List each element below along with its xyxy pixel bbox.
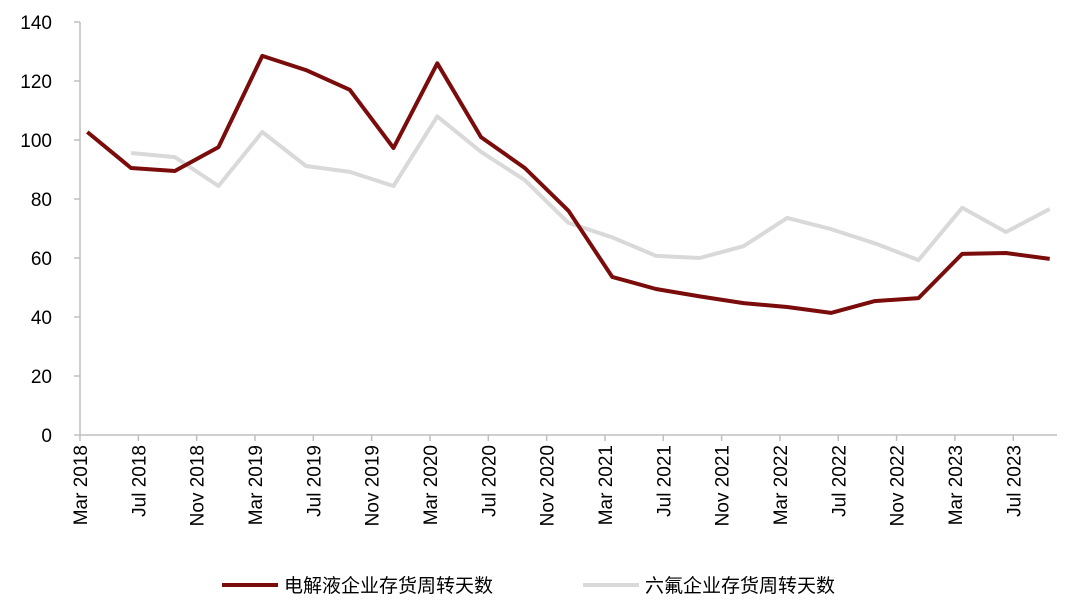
x-tick-label: Nov 2018 (188, 445, 209, 526)
y-tick-label: 60 (31, 249, 52, 270)
legend-label: 电解液企业存货周转天数 (284, 575, 493, 597)
x-tick-label: Nov 2021 (713, 445, 734, 526)
x-tick-label: Nov 2022 (888, 445, 909, 526)
x-tick-label: Nov 2019 (363, 445, 384, 526)
x-tick-label: Mar 2018 (71, 445, 92, 525)
x-tick-label: Nov 2020 (538, 445, 559, 526)
y-tick-label: 100 (20, 131, 52, 152)
legend-label: 六氟企业存货周转天数 (645, 575, 835, 597)
x-tick-label: Mar 2021 (596, 445, 617, 525)
x-tick-label: Jul 2021 (654, 445, 675, 517)
x-tick-label: Jul 2019 (304, 445, 325, 517)
series-line (86, 53, 1050, 315)
y-tick-label: 80 (31, 190, 52, 211)
y-tick-label: 40 (31, 308, 52, 329)
series-line (130, 114, 1051, 263)
y-tick-label: 0 (41, 426, 52, 447)
y-tick-label: 20 (31, 367, 52, 388)
x-tick-label: Mar 2022 (771, 445, 792, 525)
x-tick-label: Mar 2019 (246, 445, 267, 525)
x-tick-label: Jul 2018 (129, 445, 150, 517)
x-tick-label: Jul 2020 (479, 445, 500, 517)
y-tick-label: 140 (20, 13, 52, 34)
x-tick-label: Mar 2020 (421, 445, 442, 525)
x-tick-label: Jul 2023 (1004, 445, 1025, 517)
y-tick-label: 120 (20, 72, 52, 93)
x-tick-label: Mar 2023 (946, 445, 967, 525)
x-tick-label: Jul 2022 (829, 445, 850, 517)
